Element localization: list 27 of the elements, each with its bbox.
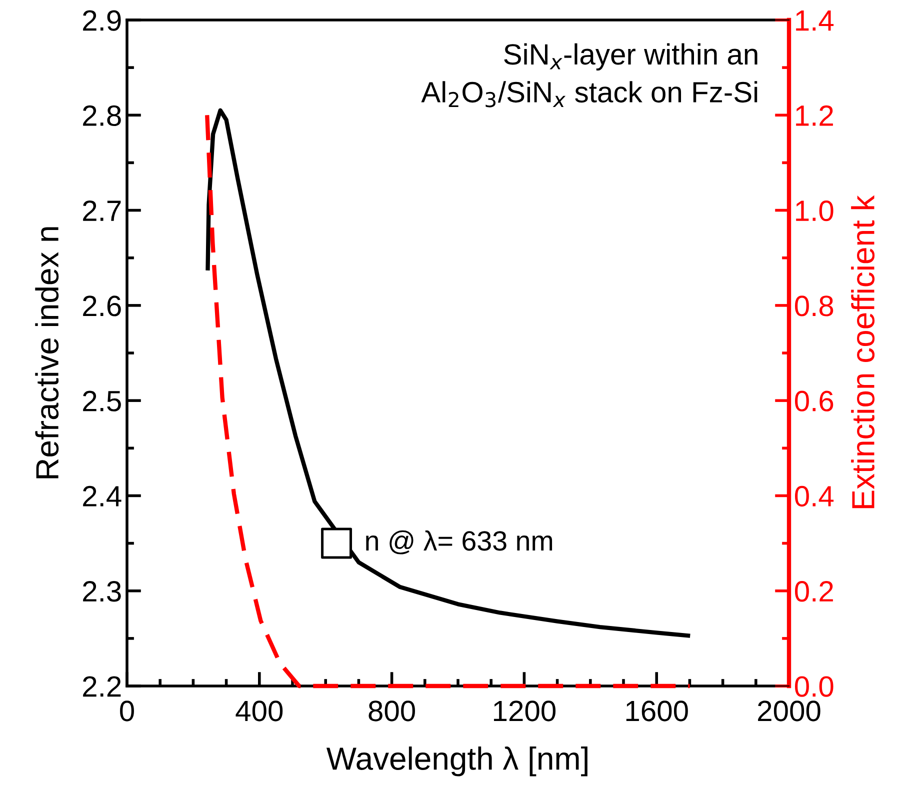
- y2-tick-label: 0.2: [795, 581, 833, 602]
- y2-tick-label: 1.0: [796, 200, 834, 222]
- y2-tick-label: 0.0: [795, 676, 834, 697]
- y-tick-label: 2.2: [83, 676, 121, 697]
- y-tick-label: 2.9: [83, 10, 121, 31]
- x-tick-label: 2000: [758, 700, 820, 722]
- annotation: n @ λ= 633 nm: [366, 530, 552, 554]
- y-tick-label: 2.4: [83, 486, 122, 506]
- y-tick-label: 2.3: [83, 581, 121, 602]
- y2-tick-label: 0.4: [795, 486, 834, 507]
- x-tick-label: 400: [236, 700, 283, 722]
- y-tick-label: 2.8: [83, 105, 121, 126]
- y-axis-title: Refractive index n: [35, 227, 59, 478]
- y2-tick-label: 1.4: [796, 10, 834, 31]
- x-axis-title: Wavelength λ [nm]: [326, 746, 588, 776]
- y-tick-label: 2.6: [83, 296, 121, 316]
- text: SiN$_{x}$-layer within an Al$_{2}$O$_{3}$/SiN$_{x}$ stack on Fz-Si: [421, 43, 758, 108]
- y2-axis-title: Extinction coefficient k: [851, 195, 875, 508]
- x-tick-label: 1200: [494, 700, 556, 722]
- x-tick-label: 0: [120, 700, 134, 722]
- x-tick-label: 1600: [626, 700, 688, 722]
- y-tick-label: 2.7: [83, 200, 121, 221]
- y2-tick-label: 1.2: [796, 105, 833, 126]
- x-tick-label: 800: [368, 700, 415, 722]
- y2-tick-label: 0.8: [795, 296, 834, 316]
- y2-tick-label: 0.6: [795, 390, 834, 412]
- y-tick-label: 2.5: [83, 390, 121, 412]
